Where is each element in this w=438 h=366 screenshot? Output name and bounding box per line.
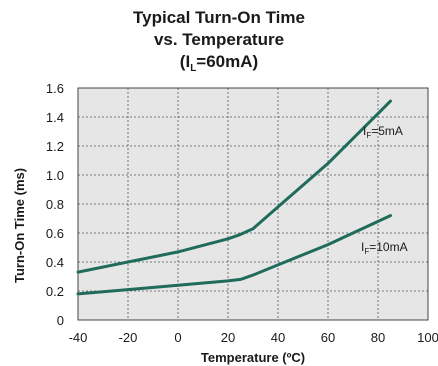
- chart-title-line-3-sub: L: [190, 63, 197, 74]
- series-label-if-10ma: IF=10mA: [361, 240, 408, 256]
- series-label-if-5ma: IF=5mA: [363, 124, 403, 140]
- x-axis-label: Temperature (ºC): [200, 350, 306, 365]
- series-label-if-5ma-pre: I: [363, 124, 367, 138]
- y-tick-label: 1.4: [46, 110, 64, 125]
- series-label-if-5ma-post: =5mA: [371, 124, 403, 138]
- y-tick-label: 1.2: [46, 139, 64, 154]
- y-tick-label: 1.0: [46, 168, 64, 183]
- y-tick-label: 1.6: [46, 81, 64, 96]
- y-tick-label: 0.2: [46, 284, 64, 299]
- plot-area: [78, 88, 428, 320]
- x-tick-label: 80: [371, 330, 385, 345]
- series-label-if-10ma-post: =10mA: [369, 240, 408, 254]
- x-tick-label: -40: [69, 330, 88, 345]
- x-tick-label: 100: [417, 330, 438, 345]
- chart-title-line-1: Typical Turn-On Time: [133, 8, 305, 27]
- y-tick-label: 0.6: [46, 226, 64, 241]
- x-tick-label: 20: [221, 330, 235, 345]
- chart-title-line-2: vs. Temperature: [153, 30, 285, 49]
- x-tick-label: 40: [271, 330, 285, 345]
- plot-border: [77, 87, 429, 321]
- series-label-if-5ma-sub: F: [366, 131, 372, 140]
- x-tick-label: 0: [174, 330, 181, 345]
- x-tick-label: -20: [119, 330, 138, 345]
- y-tick-label: 0: [57, 313, 64, 328]
- chart-title-line-3-pre: (I: [179, 52, 191, 71]
- series-line-if-10ma: [76, 214, 392, 296]
- series-label-if-10ma-sub: F: [364, 247, 370, 256]
- x-tick-label: 60: [321, 330, 335, 345]
- chart-title-line-3-post: =60mA): [196, 52, 259, 71]
- y-tick-label: 0.4: [46, 255, 64, 270]
- y-tick-label: 0.8: [46, 197, 64, 212]
- chart-title-line-3: (IL=60mA): [0, 52, 438, 75]
- series-label-if-10ma-pre: I: [361, 240, 365, 254]
- y-axis-label: Turn-On Time (ms): [12, 167, 27, 283]
- series-line-if-5ma: [76, 99, 392, 274]
